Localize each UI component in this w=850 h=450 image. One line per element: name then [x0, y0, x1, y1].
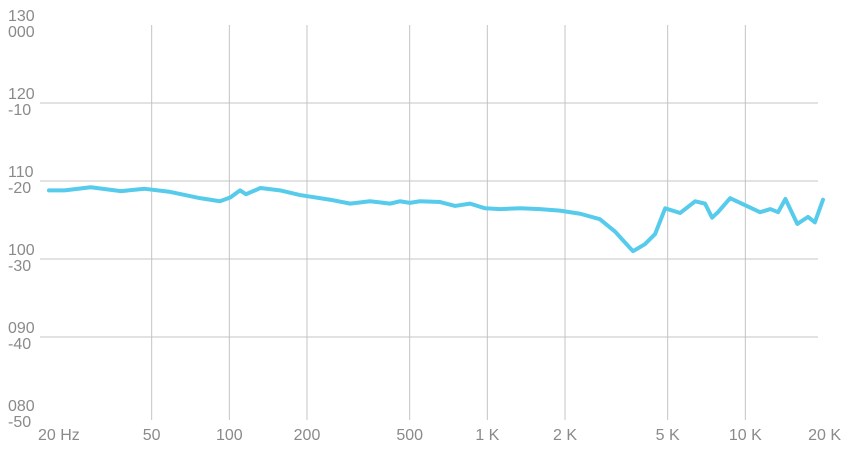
- y-tick-label: 100: [8, 242, 35, 259]
- x-tick-label: 5 K: [656, 427, 680, 444]
- x-tick-label: 20 Hz: [38, 427, 80, 444]
- y2-tick-label: 000: [8, 24, 35, 41]
- y2-tick-label: -50: [8, 414, 31, 431]
- x-tick-label: 10 K: [729, 427, 762, 444]
- y2-tick-label: -40: [8, 336, 31, 353]
- y-tick-label: 110: [8, 164, 34, 181]
- x-tick-label: 100: [216, 427, 243, 444]
- y2-tick-label: -20: [8, 180, 31, 197]
- y-tick-label: 120: [8, 86, 35, 103]
- x-tick-label: 20 K: [808, 427, 841, 444]
- x-tick-label: 2 K: [553, 427, 577, 444]
- y-tick-label: 130: [8, 8, 35, 25]
- y2-tick-label: -30: [8, 258, 31, 275]
- x-tick-label: 200: [294, 427, 321, 444]
- y-tick-label: 090: [8, 320, 35, 337]
- x-tick-label: 1 K: [475, 427, 499, 444]
- x-tick-label: 50: [143, 427, 161, 444]
- y2-tick-label: -10: [8, 102, 31, 119]
- response-line: [47, 185, 825, 254]
- x-tick-label: 500: [396, 427, 423, 444]
- y-tick-label: 080: [8, 398, 35, 415]
